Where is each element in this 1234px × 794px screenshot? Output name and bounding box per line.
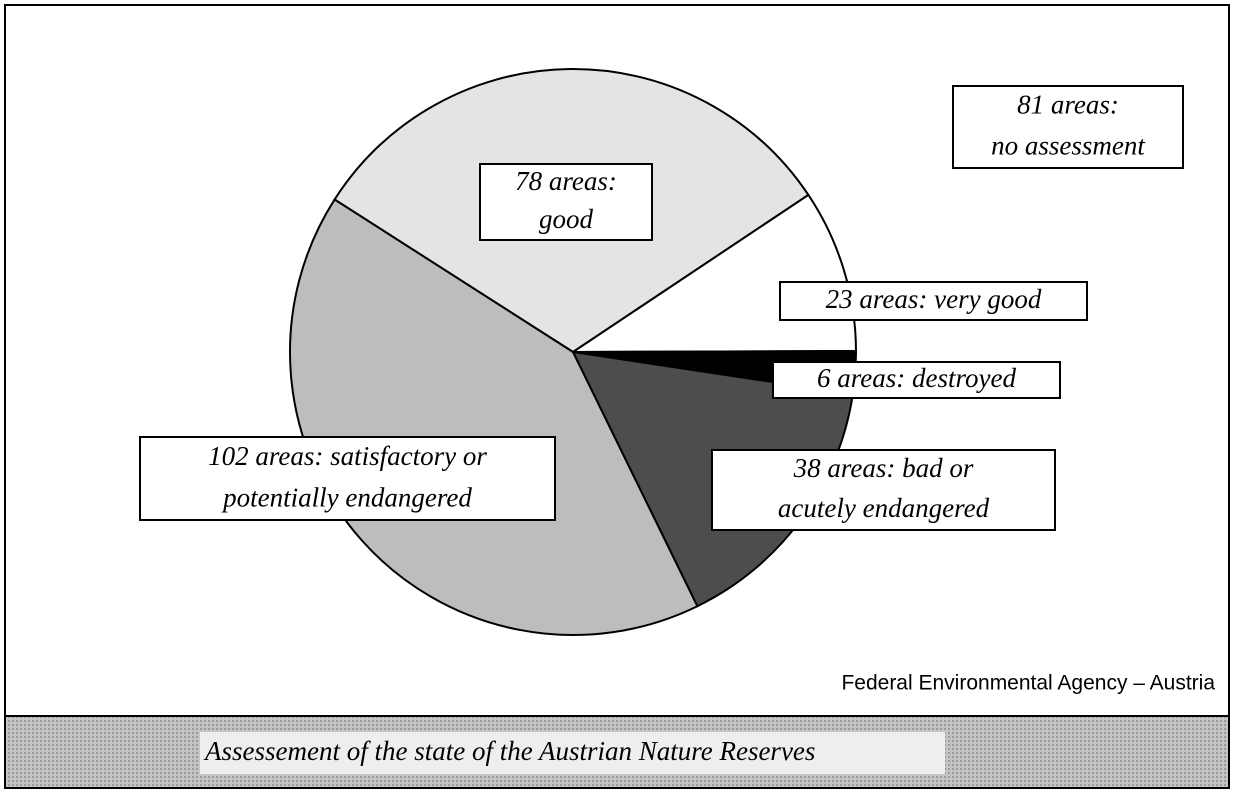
annotation: 81 areas: [1017,90,1119,120]
data-label: good [539,204,594,234]
data-label: potentially endangered [221,482,472,512]
data-label-box [139,436,556,521]
data-label: 102 areas: satisfactory or [208,441,487,471]
data-label-box [711,449,1056,531]
data-label-box [772,361,1061,399]
data-label: 78 areas: [515,166,617,196]
data-label: 23 areas: very good [826,284,1042,314]
data-label: acutely endangered [778,493,990,523]
chart-title: Assessement of the state of the Austrian… [203,736,815,766]
annotation: no assessment [991,131,1146,161]
data-label: 6 areas: destroyed [817,363,1016,393]
pie-slice [289,198,699,636]
data-label-box [779,281,1088,321]
annotation-box [952,85,1184,169]
title-bg [200,732,945,774]
source: Federal Environmental Agency – Austria [841,672,1215,695]
data-label: 38 areas: bad or [793,453,974,483]
data-label-box [479,163,653,241]
